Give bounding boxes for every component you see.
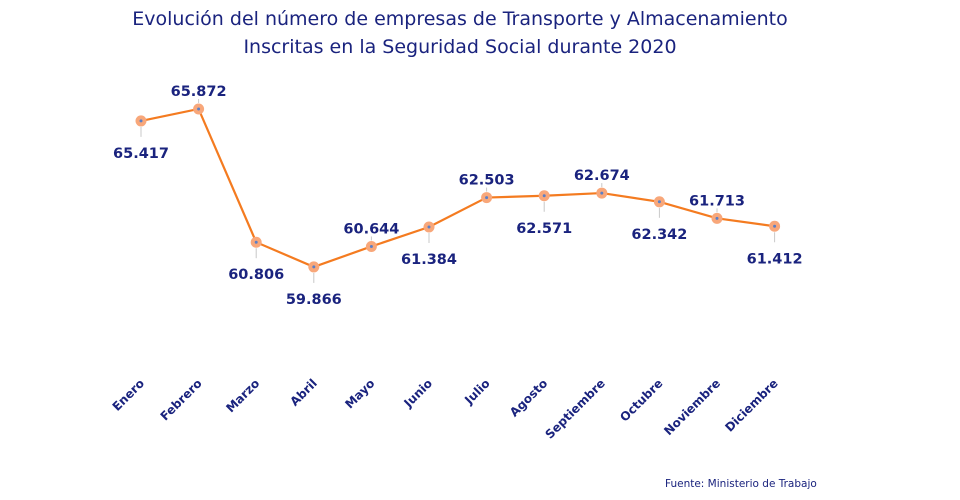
data-label: 61.412 (747, 251, 803, 267)
x-tick-label: Marzo (223, 376, 262, 415)
x-tick-label: Octubre (617, 376, 665, 424)
data-label: 60.644 (343, 221, 399, 237)
chart-subtitle: Inscritas en la Seguridad Social durante… (243, 36, 677, 58)
data-point-center (773, 224, 777, 228)
x-tick-label: Enero (110, 376, 148, 414)
data-label: 61.713 (689, 193, 745, 209)
x-tick-label: Mayo (342, 376, 377, 411)
data-label: 62.571 (516, 221, 572, 237)
data-point-center (715, 216, 719, 220)
data-label: 59.866 (286, 292, 342, 308)
x-tick-label: Abril (287, 376, 320, 409)
data-label: 61.384 (401, 252, 457, 268)
x-tick-label: Septiembre (543, 376, 608, 441)
x-tick-label: Diciembre (722, 376, 780, 434)
data-point-center (600, 191, 604, 195)
data-point-center (657, 200, 661, 204)
data-label: 62.342 (631, 227, 687, 243)
data-point-center (485, 196, 489, 200)
x-tick-label: Agosto (507, 376, 550, 419)
source-note: Fuente: Ministerio de Trabajo (665, 478, 817, 490)
data-point-center (427, 225, 431, 229)
data-point-center (197, 107, 201, 111)
data-point-center (542, 194, 546, 198)
data-label: 62.674 (574, 168, 630, 184)
x-tick-label: Noviembre (661, 376, 723, 438)
data-point-center (369, 244, 373, 248)
data-label: 65.417 (113, 146, 169, 162)
data-label: 65.872 (171, 84, 227, 100)
chart-title: Evolución del número de empresas de Tran… (132, 8, 788, 30)
data-point-center (254, 240, 258, 244)
x-tick-label: Febrero (158, 376, 205, 423)
data-point-center (312, 265, 316, 269)
data-label: 62.503 (459, 173, 515, 189)
data-point-center (139, 119, 143, 123)
x-tick-label: Junio (401, 376, 436, 411)
x-tick-label: Julio (461, 376, 492, 407)
series-line (140, 107, 775, 269)
data-label: 60.806 (228, 267, 284, 283)
